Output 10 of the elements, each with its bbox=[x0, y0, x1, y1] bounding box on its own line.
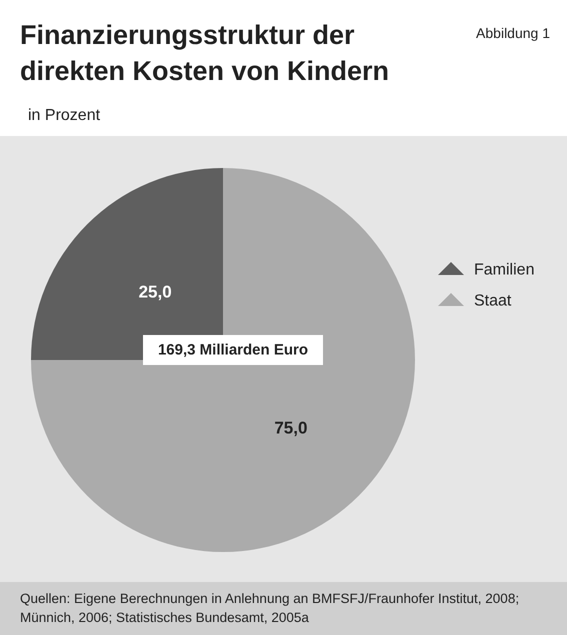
legend-label: Familien bbox=[474, 262, 534, 278]
pie-slice bbox=[31, 168, 415, 552]
source-note: Quellen: Eigene Berechnungen in Anlehnung an BMFSFJ/Fraunhofer Institut, 2008; Münnich, 2006; Statistisches Bundesamt, 2005a bbox=[20, 591, 520, 625]
label-box: 169,3 Milliarden Euro bbox=[143, 335, 323, 365]
chart-title: Finanzierungsstruktur der direkten Kosten von Kindern bbox=[20, 20, 390, 86]
chart-subtitle: in Prozent bbox=[28, 107, 101, 124]
data-label: 25,0 bbox=[138, 282, 172, 302]
text: Abbildung 1 bbox=[476, 25, 550, 41]
data-label: 75,0 bbox=[274, 418, 308, 438]
legend-label: Staat bbox=[474, 292, 512, 310]
